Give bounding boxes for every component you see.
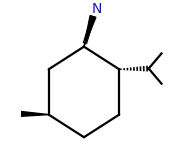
Polygon shape xyxy=(19,111,49,116)
Text: N: N xyxy=(92,2,102,16)
Polygon shape xyxy=(84,16,96,47)
